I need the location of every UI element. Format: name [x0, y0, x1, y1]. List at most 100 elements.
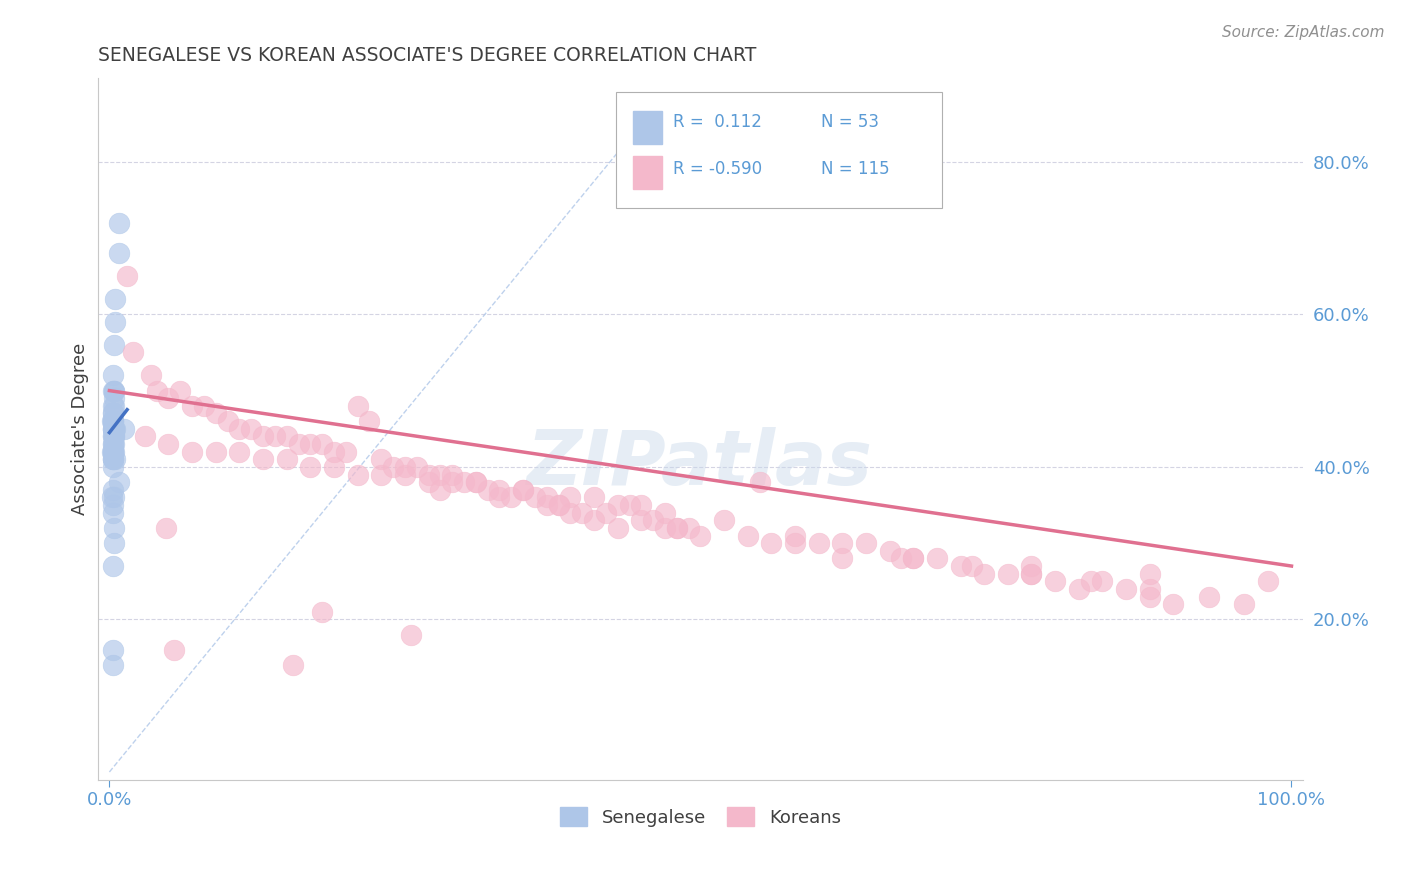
Point [101, 452, 124, 467]
Point [101, 658, 124, 673]
Text: R = -0.590: R = -0.590 [672, 160, 762, 178]
Point [1021, 566, 1043, 581]
Point [103, 384, 125, 398]
Point [139, 368, 162, 383]
Point [571, 506, 593, 520]
Point [441, 467, 464, 482]
Point [157, 391, 180, 405]
Point [405, 459, 427, 474]
Point [1233, 597, 1256, 611]
Point [560, 491, 582, 505]
Text: Source: ZipAtlas.com: Source: ZipAtlas.com [1222, 25, 1385, 40]
Point [1139, 590, 1161, 604]
Point [101, 414, 124, 428]
Point [1067, 582, 1090, 596]
Point [654, 521, 676, 535]
Point [323, 444, 346, 458]
Point [103, 338, 125, 352]
Point [101, 437, 124, 451]
Point [547, 498, 569, 512]
Point [103, 391, 125, 405]
Text: SENEGALESE VS KOREAN ASSOCIATE'S DEGREE CORRELATION CHART: SENEGALESE VS KOREAN ASSOCIATE'S DEGREE … [97, 46, 756, 65]
Point [108, 475, 131, 490]
Point [606, 521, 628, 535]
Point [903, 551, 925, 566]
Point [240, 422, 263, 436]
Point [429, 467, 451, 482]
Point [104, 315, 127, 329]
Point [1091, 574, 1114, 589]
Point [346, 467, 368, 482]
Point [323, 459, 346, 474]
Point [217, 414, 239, 428]
Point [101, 444, 124, 458]
Point [181, 444, 204, 458]
Point [973, 566, 995, 581]
Point [512, 483, 534, 497]
Point [163, 643, 186, 657]
Point [108, 246, 131, 260]
Point [252, 452, 274, 467]
Legend: Senegalese, Koreans: Senegalese, Koreans [553, 800, 848, 834]
Point [101, 422, 124, 436]
Point [101, 643, 124, 657]
Point [101, 429, 124, 443]
Point [488, 491, 510, 505]
Point [418, 475, 440, 490]
Point [103, 384, 125, 398]
Point [122, 345, 145, 359]
Point [112, 422, 135, 436]
Point [560, 506, 582, 520]
Point [145, 384, 167, 398]
Point [346, 399, 368, 413]
Point [665, 521, 688, 535]
Point [1021, 566, 1043, 581]
Point [925, 551, 948, 566]
Point [512, 483, 534, 497]
Point [101, 506, 124, 520]
Point [962, 559, 984, 574]
Point [630, 498, 652, 512]
Point [748, 475, 770, 490]
Point [103, 536, 125, 550]
Point [1043, 574, 1066, 589]
Point [370, 452, 392, 467]
Point [783, 528, 806, 542]
Point [536, 491, 558, 505]
Point [831, 551, 853, 566]
Point [855, 536, 877, 550]
Point [665, 521, 688, 535]
Point [501, 491, 523, 505]
Point [103, 422, 125, 436]
Point [311, 437, 333, 451]
Point [890, 551, 912, 566]
Point [464, 475, 486, 490]
Point [536, 498, 558, 512]
Point [101, 429, 124, 443]
Point [155, 521, 177, 535]
Point [523, 491, 546, 505]
Point [101, 483, 124, 497]
Point [547, 498, 569, 512]
Point [807, 536, 830, 550]
Point [100, 414, 122, 428]
Text: N = 53: N = 53 [821, 113, 879, 131]
Point [181, 399, 204, 413]
Text: R =  0.112: R = 0.112 [672, 113, 762, 131]
Point [299, 459, 322, 474]
Point [101, 399, 124, 413]
Point [101, 384, 124, 398]
Point [204, 407, 226, 421]
Point [418, 467, 440, 482]
Point [783, 536, 806, 550]
Point [1021, 559, 1043, 574]
Point [831, 536, 853, 550]
Point [101, 422, 124, 436]
Point [101, 437, 124, 451]
Point [737, 528, 759, 542]
Point [1080, 574, 1102, 589]
Point [104, 422, 127, 436]
Point [382, 459, 405, 474]
Point [101, 444, 124, 458]
Point [104, 292, 127, 306]
